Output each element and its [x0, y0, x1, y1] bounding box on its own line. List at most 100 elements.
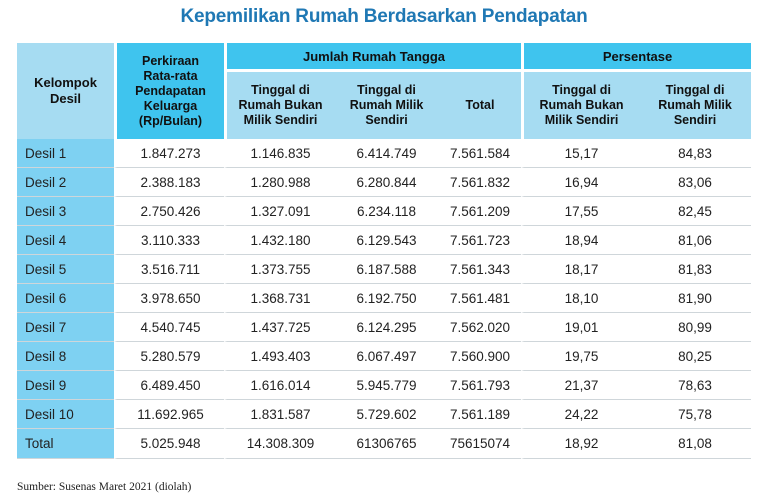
header-hh-total: Total: [439, 69, 522, 139]
hh-own-cell: 6.124.295: [334, 313, 439, 342]
hh-not-own-cell: 1.327.091: [224, 197, 334, 226]
hh-own-cell: 6.414.749: [334, 139, 439, 168]
hh-own-cell: 6.234.118: [334, 197, 439, 226]
pct-own-cell: 78,63: [639, 371, 752, 400]
pct-not-own-cell: 19,75: [521, 342, 640, 371]
income-cell: 4.540.745: [114, 313, 224, 342]
hh-own-cell: 61306765: [334, 429, 439, 459]
table-row: Desil 2 2.388.183 1.280.988 6.280.844 7.561.…: [17, 168, 752, 197]
header-income-col: Perkiraan Rata-rata Pendapatan Keluarga …: [114, 43, 224, 139]
pct-own-cell: 84,83: [639, 139, 752, 168]
home-ownership-table: Kelompok Desil Perkiraan Rata-rata Penda…: [17, 43, 752, 459]
income-cell: 5.025.948: [114, 429, 224, 459]
table-row: Desil 1 1.847.273 1.146.835 6.414.749 7.561.…: [17, 139, 752, 168]
source-note: Sumber: Susenas Maret 2021 (diolah): [17, 481, 192, 493]
table-row: Desil 6 3.978.650 1.368.731 6.192.750 7.561.…: [17, 284, 752, 313]
pct-own-cell: 81,08: [639, 429, 752, 459]
hh-own-cell: 5.945.779: [334, 371, 439, 400]
hh-own-cell: 5.729.602: [334, 400, 439, 429]
income-cell: 3.978.650: [114, 284, 224, 313]
table-row: Desil 7 4.540.745 1.437.725 6.124.295 7.562.…: [17, 313, 752, 342]
pct-not-own-cell: 19,01: [521, 313, 640, 342]
hh-not-own-cell: 1.831.587: [224, 400, 334, 429]
hh-total-cell: 75615074: [439, 429, 522, 459]
header-hh-not-own: Tinggal di Rumah Bukan Milik Sendiri: [224, 69, 334, 139]
pct-not-own-cell: 16,94: [521, 168, 640, 197]
hh-not-own-cell: 1.493.403: [224, 342, 334, 371]
hh-total-cell: 7.561.793: [439, 371, 522, 400]
hh-not-own-cell: 1.280.988: [224, 168, 334, 197]
income-cell: 5.280.579: [114, 342, 224, 371]
pct-not-own-cell: 18,94: [521, 226, 640, 255]
header-pct-own: Tinggal di Rumah Milik Sendiri: [639, 69, 752, 139]
pct-not-own-cell: 18,92: [521, 429, 640, 459]
income-cell: 1.847.273: [114, 139, 224, 168]
row-label: Desil 8: [17, 342, 114, 371]
hh-own-cell: 6.129.543: [334, 226, 439, 255]
pct-own-cell: 81,06: [639, 226, 752, 255]
income-cell: 3.516.711: [114, 255, 224, 284]
pct-own-cell: 75,78: [639, 400, 752, 429]
income-cell: 11.692.965: [114, 400, 224, 429]
pct-not-own-cell: 24,22: [521, 400, 640, 429]
hh-total-cell: 7.561.209: [439, 197, 522, 226]
pct-not-own-cell: 21,37: [521, 371, 640, 400]
hh-total-cell: 7.561.584: [439, 139, 522, 168]
hh-total-cell: 7.561.723: [439, 226, 522, 255]
table-row: Desil 3 2.750.426 1.327.091 6.234.118 7.561.…: [17, 197, 752, 226]
hh-not-own-cell: 1.437.725: [224, 313, 334, 342]
row-label: Desil 5: [17, 255, 114, 284]
income-cell: 6.489.450: [114, 371, 224, 400]
hh-not-own-cell: 14.308.309: [224, 429, 334, 459]
row-label: Desil 1: [17, 139, 114, 168]
pct-not-own-cell: 18,17: [521, 255, 640, 284]
pct-own-cell: 83,06: [639, 168, 752, 197]
header-hh-own: Tinggal di Rumah Milik Sendiri: [334, 69, 439, 139]
hh-not-own-cell: 1.368.731: [224, 284, 334, 313]
hh-total-cell: 7.561.343: [439, 255, 522, 284]
header-group-col: Kelompok Desil: [17, 43, 114, 139]
hh-own-cell: 6.192.750: [334, 284, 439, 313]
hh-not-own-cell: 1.146.835: [224, 139, 334, 168]
row-label: Desil 6: [17, 284, 114, 313]
row-label: Desil 2: [17, 168, 114, 197]
row-label: Desil 10: [17, 400, 114, 429]
pct-not-own-cell: 15,17: [521, 139, 640, 168]
hh-total-cell: 7.561.481: [439, 284, 522, 313]
income-cell: 3.110.333: [114, 226, 224, 255]
hh-own-cell: 6.067.497: [334, 342, 439, 371]
income-cell: 2.388.183: [114, 168, 224, 197]
hh-total-cell: 7.562.020: [439, 313, 522, 342]
hh-not-own-cell: 1.373.755: [224, 255, 334, 284]
pct-not-own-cell: 17,55: [521, 197, 640, 226]
row-label: Desil 7: [17, 313, 114, 342]
pct-own-cell: 82,45: [639, 197, 752, 226]
table-row: Desil 9 6.489.450 1.616.014 5.945.779 7.561.…: [17, 371, 752, 400]
income-cell: 2.750.426: [114, 197, 224, 226]
pct-own-cell: 81,83: [639, 255, 752, 284]
row-label: Desil 9: [17, 371, 114, 400]
header-households-group: Jumlah Rumah Tangga: [224, 43, 522, 69]
row-label: Total: [17, 429, 114, 459]
hh-not-own-cell: 1.432.180: [224, 226, 334, 255]
hh-total-cell: 7.560.900: [439, 342, 522, 371]
row-label: Desil 4: [17, 226, 114, 255]
hh-own-cell: 6.280.844: [334, 168, 439, 197]
hh-not-own-cell: 1.616.014: [224, 371, 334, 400]
table-row: Desil 5 3.516.711 1.373.755 6.187.588 7.561.…: [17, 255, 752, 284]
header-percent-group: Persentase: [521, 43, 752, 69]
pct-own-cell: 81,90: [639, 284, 752, 313]
header-pct-not-own: Tinggal di Rumah Bukan Milik Sendiri: [521, 69, 640, 139]
table-row: Desil 8 5.280.579 1.493.403 6.067.497 7.560.…: [17, 342, 752, 371]
total-row: Total 5.025.948 14.308.309 61306765 75615074…: [17, 429, 752, 459]
table-title: Kepemilikan Rumah Berdasarkan Pendapatan: [180, 6, 588, 27]
table-row: Desil 10 11.692.965 1.831.587 5.729.602 7.56…: [17, 400, 752, 429]
pct-own-cell: 80,25: [639, 342, 752, 371]
hh-own-cell: 6.187.588: [334, 255, 439, 284]
row-label: Desil 3: [17, 197, 114, 226]
pct-own-cell: 80,99: [639, 313, 752, 342]
hh-total-cell: 7.561.189: [439, 400, 522, 429]
pct-not-own-cell: 18,10: [521, 284, 640, 313]
table-row: Desil 4 3.110.333 1.432.180 6.129.543 7.561.…: [17, 226, 752, 255]
hh-total-cell: 7.561.832: [439, 168, 522, 197]
